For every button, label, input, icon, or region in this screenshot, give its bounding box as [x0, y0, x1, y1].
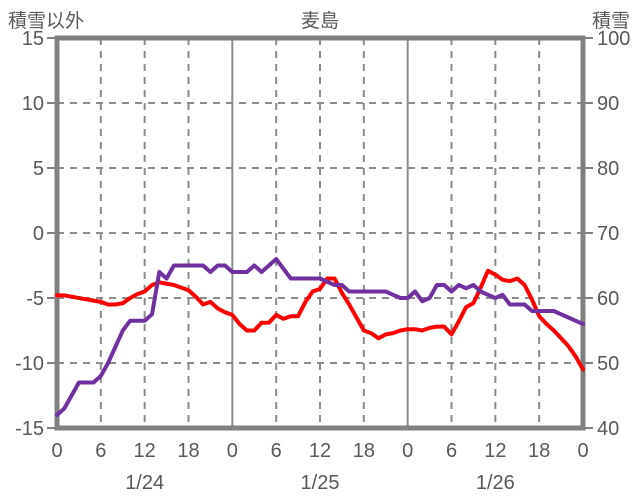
x-axis-hour-label: 6 [446, 440, 457, 462]
right-axis-tick-label: 50 [597, 353, 619, 375]
x-axis-hour-label: 6 [271, 440, 282, 462]
plot-border [54, 35, 586, 431]
left-axis-tick-label: 10 [22, 93, 44, 115]
x-axis-hour-label: 0 [51, 440, 62, 462]
x-axis-hour-label: 18 [353, 440, 375, 462]
left-axis-tick-label: 5 [33, 158, 44, 180]
x-axis-hour-label: 6 [95, 440, 106, 462]
right-axis-tick-label: 70 [597, 223, 619, 245]
right-axis-tick-label: 90 [597, 93, 619, 115]
purple-line-series [55, 257, 585, 417]
red-line-series [55, 268, 585, 372]
left-axis-title: 積雪以外 [8, 11, 85, 32]
left-axis-tick-label: 0 [33, 223, 44, 245]
right-axis-tick-label: 40 [597, 418, 619, 440]
x-axis-hour-label: 0 [227, 440, 238, 462]
chart-title: 麦島 [300, 11, 339, 32]
x-axis-hour-label: 0 [402, 440, 413, 462]
x-axis-date-label: 1/24 [125, 472, 164, 494]
left-axis-tick-label: -5 [26, 288, 44, 310]
left-axis-tick-label: -10 [15, 353, 44, 375]
x-axis-hour-label: 12 [484, 440, 506, 462]
x-axis-date-label: 1/25 [301, 472, 340, 494]
x-axis-date-label: 1/26 [476, 472, 515, 494]
left-axis-tick-label: 15 [22, 28, 44, 50]
right-axis-title: 積雪 [591, 11, 630, 32]
x-axis-hour-label: 12 [134, 440, 156, 462]
right-axis-tick-label: 80 [597, 158, 619, 180]
x-axis-hour-label: 0 [577, 440, 588, 462]
right-axis-tick-label: 100 [597, 28, 630, 50]
left-axis-tick-label: -15 [15, 418, 44, 440]
x-axis-hour-label: 12 [309, 440, 331, 462]
right-axis-tick-label: 60 [597, 288, 619, 310]
x-axis-hour-label: 18 [528, 440, 550, 462]
x-axis-hour-label: 18 [177, 440, 199, 462]
